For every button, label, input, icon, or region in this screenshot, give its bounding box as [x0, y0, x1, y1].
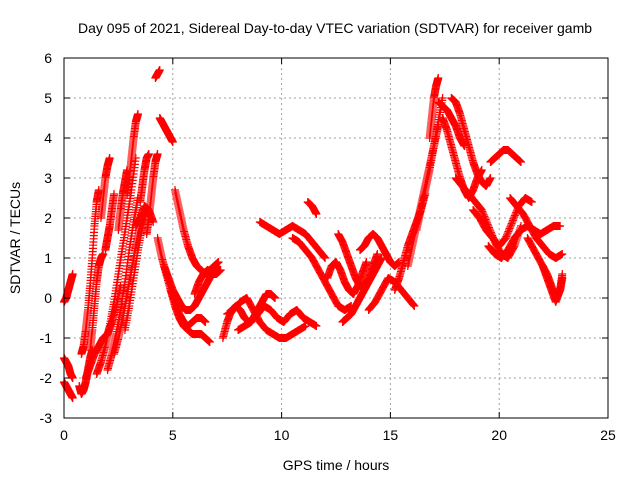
series-track-16 [136, 150, 153, 206]
data-point [133, 110, 142, 118]
y-tick-label: -1 [40, 330, 53, 346]
series-track-05 [77, 186, 103, 358]
series-track-19 [151, 66, 164, 82]
series-track-06 [86, 250, 108, 354]
series-track-18 [142, 150, 162, 238]
data-points [60, 66, 567, 402]
data-point [155, 66, 164, 74]
data-point [116, 282, 125, 290]
y-tick-label: 4 [44, 130, 52, 146]
series-track-43 [447, 94, 495, 190]
y-tick-label: 5 [44, 90, 52, 106]
y-tick-label: -3 [40, 410, 53, 426]
series-track-30 [303, 198, 321, 218]
chart-title: Day 095 of 2021, Sidereal Day-to-day VTE… [78, 20, 592, 36]
x-tick-label: 25 [600, 427, 616, 443]
x-tick-labels: 0 5 10 15 20 25 [60, 427, 616, 443]
x-tick-label: 5 [169, 427, 177, 443]
data-point [153, 150, 162, 158]
data-point [105, 154, 114, 162]
data-point [68, 374, 77, 382]
x-axis-label: GPS time / hours [283, 457, 390, 473]
y-tick-label: 3 [44, 170, 52, 186]
series-track-14 [123, 110, 142, 198]
series-track-20 [155, 114, 177, 146]
x-tick-label: 15 [383, 427, 399, 443]
series-track-23 [170, 186, 223, 278]
series-track-09 [96, 154, 114, 222]
y-tick-label: 2 [44, 210, 52, 226]
data-point [110, 190, 119, 198]
data-point [168, 138, 177, 146]
data-point [68, 270, 77, 278]
series-track-17 [131, 202, 158, 230]
y-tick-labels: -3 -2 -1 0 1 2 3 4 5 6 [40, 50, 53, 426]
y-tick-label: -2 [40, 370, 53, 386]
y-tick-label: 6 [44, 50, 52, 66]
series-track-10 [101, 190, 119, 254]
y-tick-label: 1 [44, 250, 52, 266]
data-point [205, 338, 214, 346]
series-track-45 [486, 146, 525, 166]
y-axis-label: SDTVAR / TECUs [7, 182, 23, 294]
x-tick-label: 10 [274, 427, 290, 443]
x-tick-label: 0 [60, 427, 68, 443]
x-tick-label: 20 [491, 427, 507, 443]
series-track-01 [60, 270, 77, 306]
data-point [144, 150, 153, 158]
y-tick-label: 0 [44, 290, 52, 306]
series-track-03 [60, 378, 77, 402]
data-point [149, 218, 158, 226]
data-point [68, 394, 77, 402]
series-track-50 [538, 262, 567, 306]
